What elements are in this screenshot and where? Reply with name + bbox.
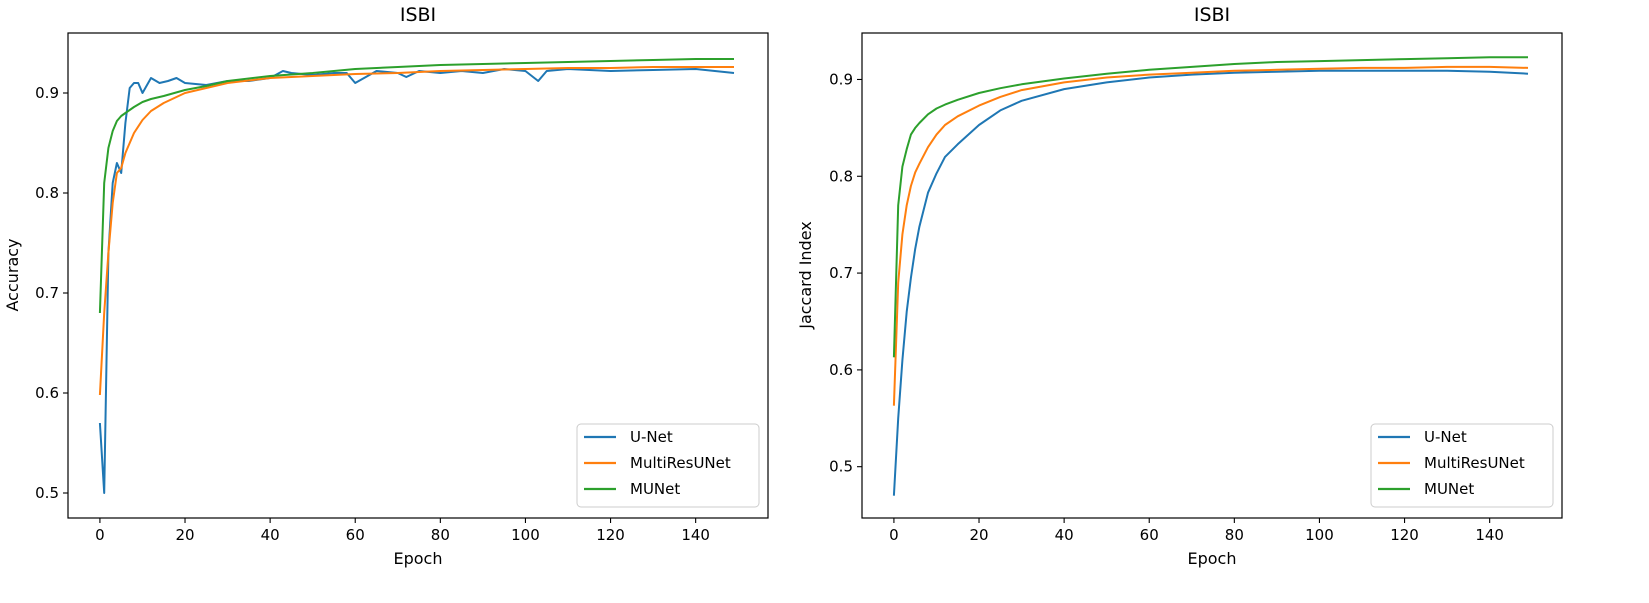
y-tick-label: 0.6 — [35, 384, 59, 402]
series-line-multiresunet — [98, 66, 734, 396]
x-tick-label: 100 — [1305, 526, 1334, 544]
y-tick-label: 0.9 — [35, 84, 59, 102]
x-tick-label: 60 — [346, 526, 365, 544]
series-line-multiresunet — [892, 65, 1529, 406]
chart-title: ISBI — [400, 4, 436, 26]
series-line-munet — [98, 58, 734, 314]
y-tick-label: 0.7 — [35, 284, 59, 302]
x-axis-label: Epoch — [1188, 549, 1237, 568]
accuracy-chart: ISBI 0 20 40 60 80 100 120 140 0.50.60.70.80.9 … — [3, 4, 769, 568]
plot-frame — [67, 32, 769, 519]
x-tick-label: 0 — [95, 526, 105, 544]
y-tick-label: 0.7 — [829, 264, 853, 282]
y-axis: 0.5 0.6 0.7 0.8 0.9 — [35, 84, 68, 502]
legend-label-munet: MUNet — [1424, 480, 1474, 498]
x-tick-label: 80 — [431, 526, 450, 544]
x-axis-label: Epoch — [394, 549, 443, 568]
legend: U-Net MultiResUNet MUNet — [1370, 423, 1554, 508]
x-tick-label: 120 — [1390, 526, 1419, 544]
x-tick-label: 120 — [596, 526, 625, 544]
x-tick-label: 140 — [1475, 526, 1504, 544]
y-axis: 0.5 0.6 0.7 0.8 0.9 — [829, 70, 862, 476]
x-axis: 0 20 40 60 80 100 120 140 — [95, 518, 710, 544]
legend-label-multiresunet: MultiResUNet — [1424, 454, 1525, 472]
series-lines — [892, 56, 1529, 496]
legend-box — [576, 423, 760, 508]
x-axis: 0 20 40 60 80 100 120 140 — [889, 518, 1504, 544]
y-axis-label: Jaccard Index — [796, 221, 815, 330]
y-tick-label: 0.5 — [35, 484, 59, 502]
chart-title: ISBI — [1194, 4, 1230, 26]
x-tick-label: 140 — [681, 526, 710, 544]
series-line-u-net — [98, 68, 735, 494]
x-tick-label: 100 — [511, 526, 540, 544]
y-tick-label: 0.6 — [829, 361, 853, 379]
x-tick-label: 20 — [969, 526, 988, 544]
series-lines — [98, 58, 735, 494]
jaccard-chart: ISBI 0 20 40 60 80 100 120 140 0.50.60.70.80.9 … — [796, 4, 1563, 568]
legend-label-unet: U-Net — [1424, 428, 1467, 446]
series-line-u-net — [892, 69, 1529, 496]
y-tick-label: 0.5 — [829, 458, 853, 476]
legend-label-munet: MUNet — [630, 480, 680, 498]
y-tick-label: 0.9 — [829, 70, 853, 88]
y-tick-label: 0.8 — [829, 167, 853, 185]
x-tick-label: 40 — [1055, 526, 1074, 544]
x-tick-label: 80 — [1225, 526, 1244, 544]
y-tick-label: 0.8 — [35, 184, 59, 202]
x-tick-label: 20 — [175, 526, 194, 544]
legend: U-Net MultiResUNet MUNet — [576, 423, 760, 508]
series-line-munet — [892, 56, 1528, 358]
x-tick-label: 40 — [261, 526, 280, 544]
x-tick-label: 60 — [1140, 526, 1159, 544]
x-tick-label: 0 — [889, 526, 899, 544]
legend-label-unet: U-Net — [630, 428, 673, 446]
legend-box — [1370, 423, 1554, 508]
legend-label-multiresunet: MultiResUNet — [630, 454, 731, 472]
plot-frame — [861, 32, 1563, 519]
y-axis-label: Accuracy — [3, 238, 22, 311]
